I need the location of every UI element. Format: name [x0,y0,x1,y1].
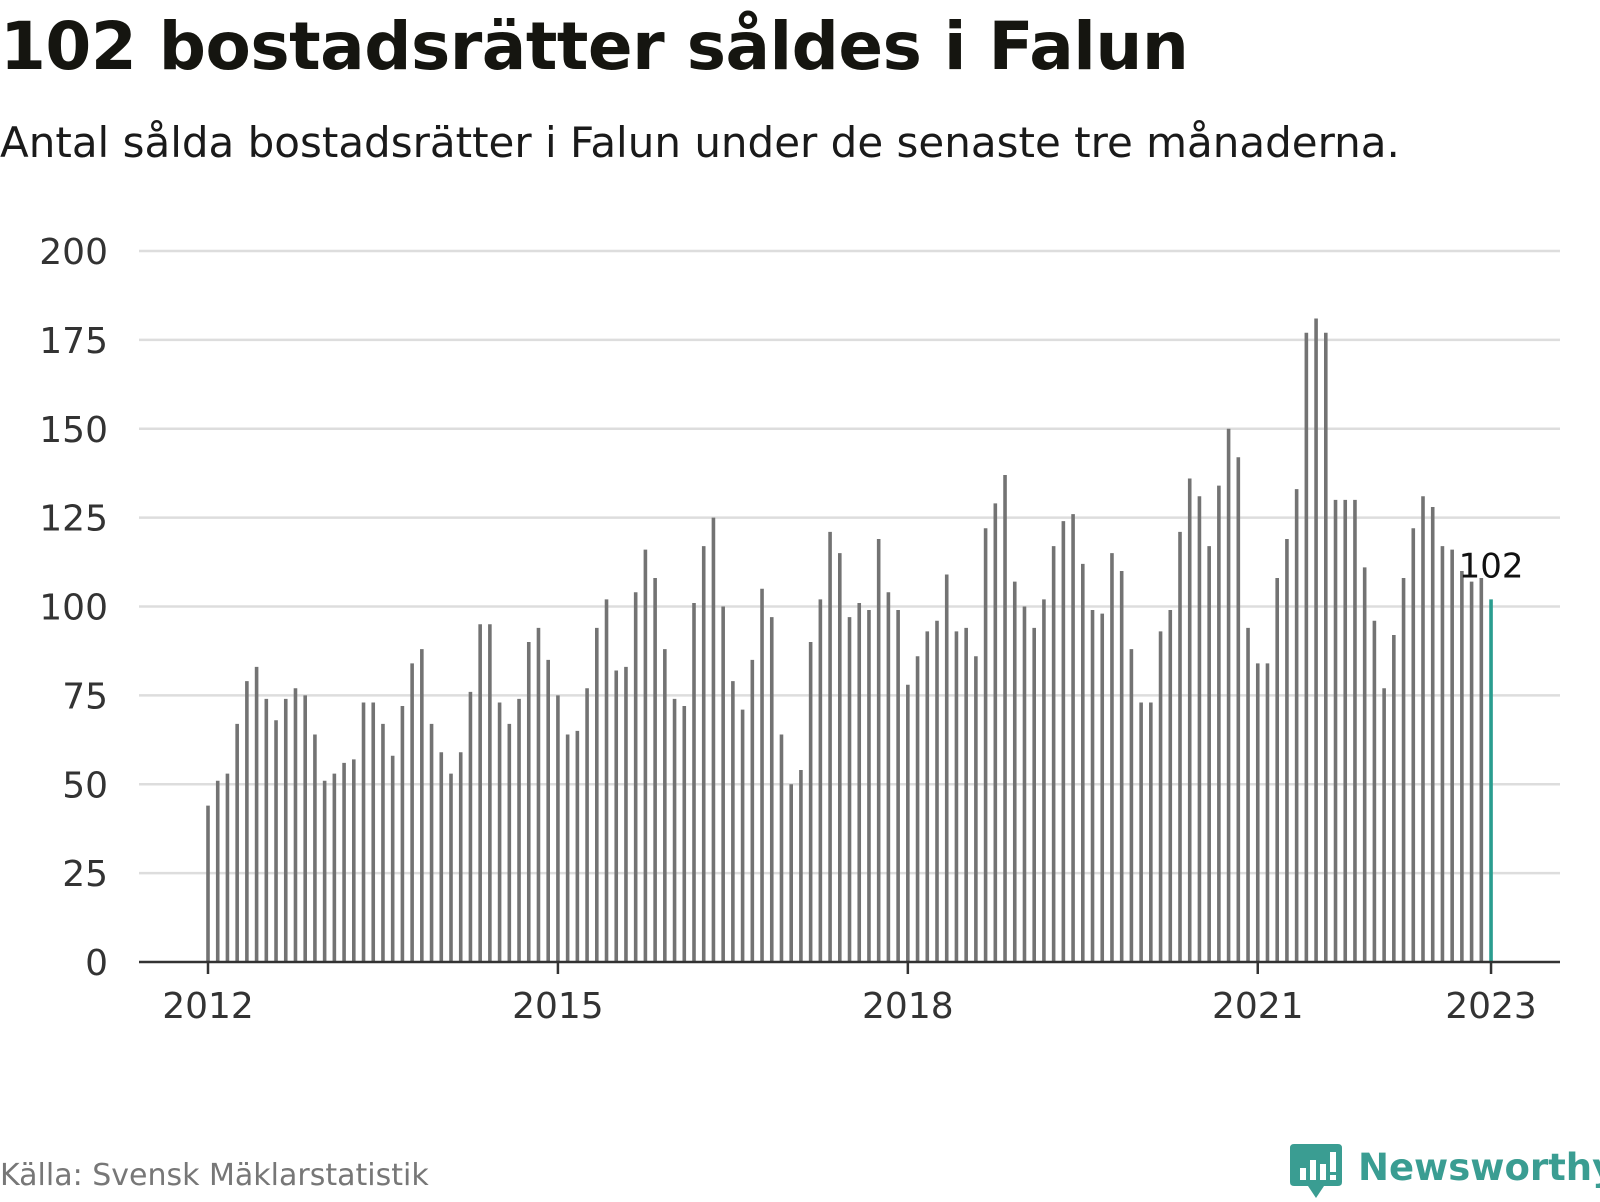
chart-subtitle: Antal sålda bostadsrätter i Falun under … [0,118,1400,167]
x-tick-label: 2012 [162,986,254,1027]
x-tick-label: 2015 [512,986,604,1027]
brand-logo: Newsworthy [1288,1140,1600,1200]
x-tick-label: 2023 [1445,986,1537,1027]
x-tick-label: 2018 [862,986,954,1027]
y-tick-label: 200 [39,232,108,273]
y-tick-label: 75 [62,676,108,717]
y-tick-label: 25 [62,854,108,895]
y-tick-label: 175 [39,321,108,362]
y-tick-label: 150 [39,410,108,451]
highlight-value-label: 102 [1459,546,1524,586]
bar-chart: 0 25 50 75 100 125 150 175 200 2012 2015 2018 2021 20… [39,232,1560,1027]
y-tick-label: 100 [39,588,108,629]
chart-title: 102 bostadsrätter såldes i Falun [0,8,1189,85]
newsworthy-logo-icon [1290,1144,1342,1198]
x-tick-label: 2021 [1212,986,1304,1027]
y-tick-label: 0 [85,943,108,984]
y-tick-label: 125 [39,499,108,540]
y-tick-label: 50 [62,765,108,806]
source-note: Källa: Svensk Mäklarstatistik [0,1158,429,1193]
brand-name: Newsworthy [1358,1146,1600,1189]
